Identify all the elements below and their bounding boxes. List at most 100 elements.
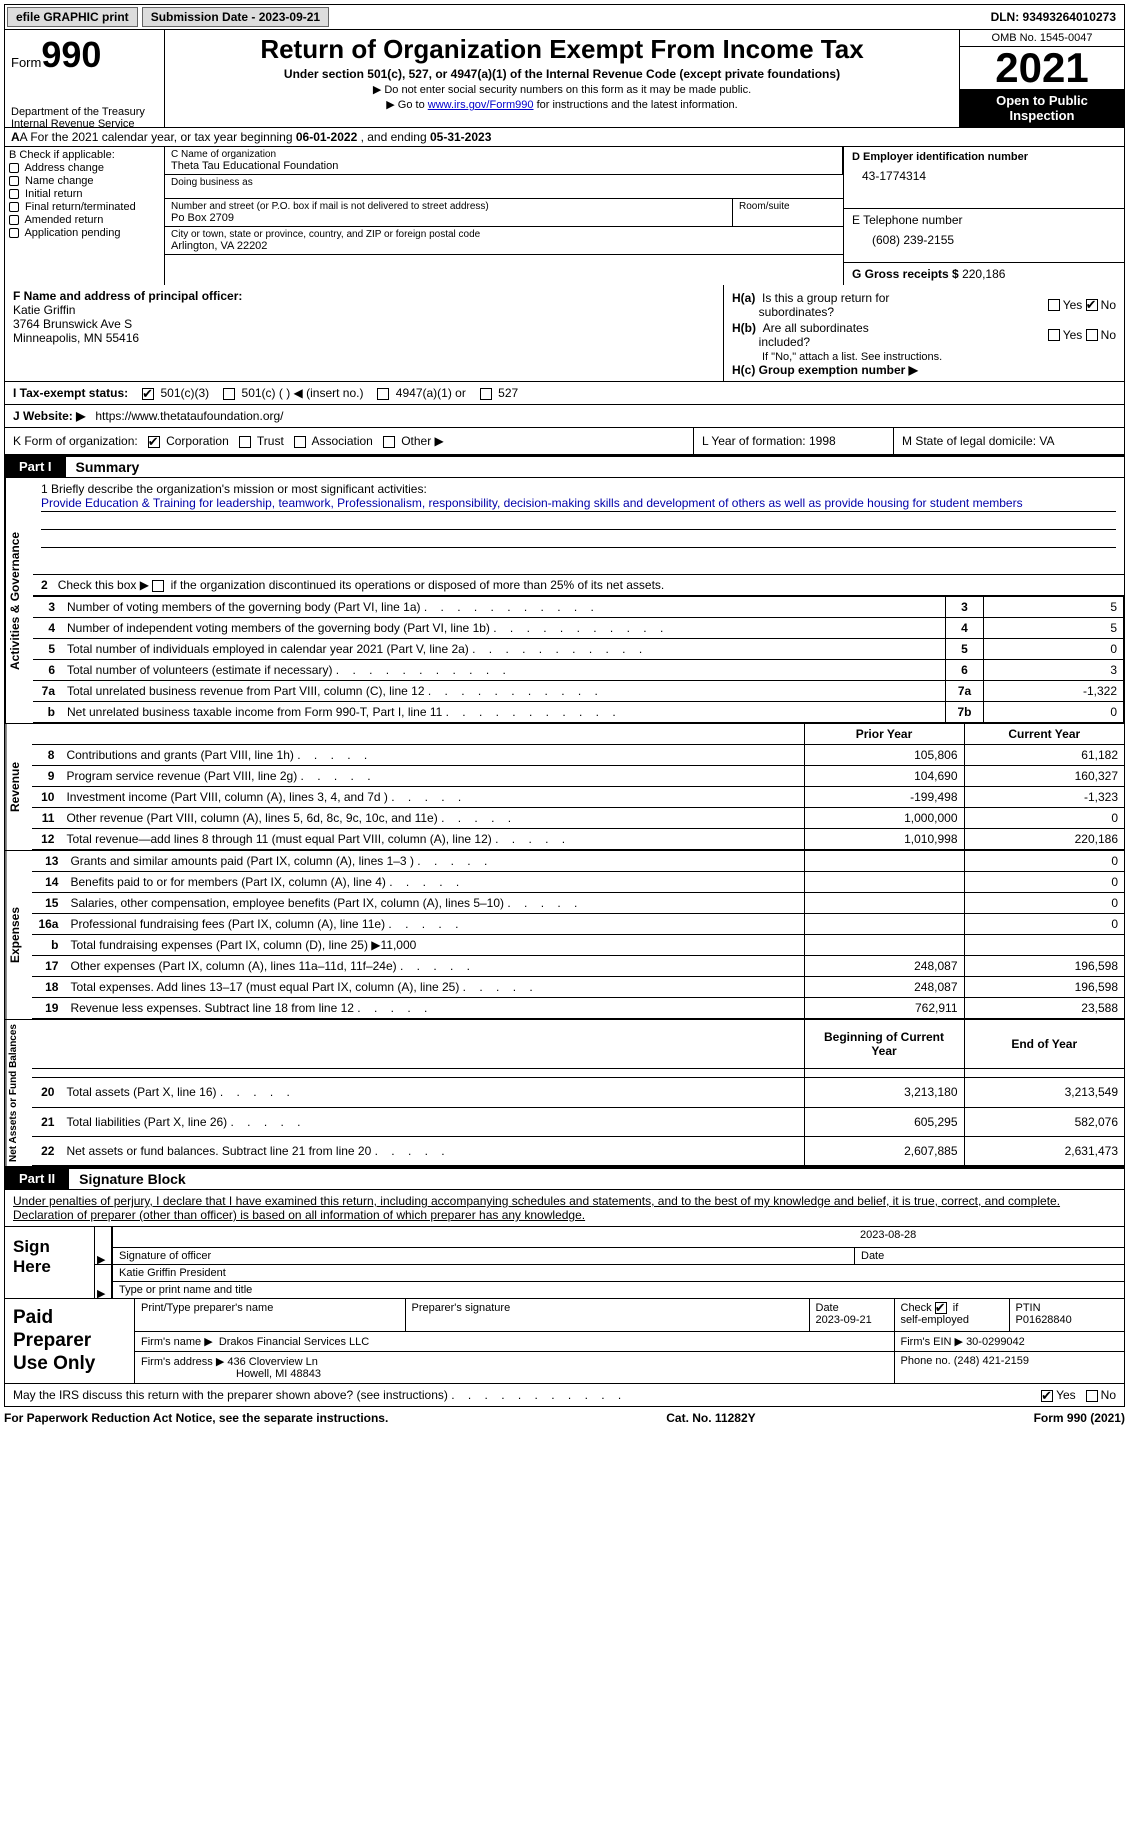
- no-label-2: No: [1101, 328, 1116, 342]
- prior-val: 762,911: [804, 998, 964, 1019]
- efile-button[interactable]: efile GRAPHIC print: [7, 7, 138, 27]
- colb-checkbox[interactable]: [9, 202, 19, 212]
- prior-val: [804, 872, 964, 893]
- line2-checkbox[interactable]: [152, 580, 164, 592]
- line-desc: Number of independent voting members of …: [61, 618, 946, 639]
- prior-val: 104,690: [804, 766, 964, 787]
- line-desc: Net assets or fund balances. Subtract li…: [60, 1136, 804, 1165]
- 527-checkbox[interactable]: [480, 388, 492, 400]
- line-desc: Investment income (Part VIII, column (A)…: [60, 787, 804, 808]
- header-right: OMB No. 1545-0047 2021 Open to Public In…: [959, 30, 1124, 127]
- submission-date-button[interactable]: Submission Date - 2023-09-21: [142, 7, 329, 27]
- prior-val: [804, 893, 964, 914]
- gross-label: G Gross receipts $: [852, 267, 959, 281]
- discuss-row: May the IRS discuss this return with the…: [4, 1384, 1125, 1407]
- part-1-num: Part I: [5, 456, 66, 477]
- line-desc: Benefits paid to or for members (Part IX…: [64, 872, 804, 893]
- vtab-revenue: Revenue: [5, 724, 32, 850]
- opt-corp: Corporation: [166, 434, 229, 448]
- ha-no-checkbox[interactable]: [1086, 299, 1098, 311]
- ptin-label: PTIN: [1016, 1302, 1041, 1314]
- 501c-checkbox[interactable]: [223, 388, 235, 400]
- 4947-checkbox[interactable]: [377, 388, 389, 400]
- line-num: 6: [33, 660, 61, 681]
- col-b-checkboxes: B Check if applicable: Address change Na…: [5, 147, 165, 285]
- city-value: Arlington, VA 22202: [171, 240, 837, 252]
- self-employed-checkbox[interactable]: [935, 1302, 947, 1314]
- expenses-table: 13 Grants and similar amounts paid (Part…: [32, 851, 1124, 1019]
- form-title: Return of Organization Exempt From Incom…: [169, 34, 955, 65]
- revenue-block: Revenue Prior Year Current Year8 Contrib…: [4, 724, 1125, 851]
- hb-no-checkbox[interactable]: [1086, 329, 1098, 341]
- line-desc: Contributions and grants (Part VIII, lin…: [60, 745, 804, 766]
- net-assets-table: Beginning of Current Year End of Year20 …: [32, 1020, 1124, 1166]
- curr-val: 0: [964, 851, 1124, 872]
- line-num: 14: [32, 872, 64, 893]
- prior-val: [804, 851, 964, 872]
- part-2-header: Part II Signature Block: [4, 1167, 1125, 1190]
- line-val: 5: [984, 597, 1124, 618]
- line-val: 0: [984, 702, 1124, 723]
- line-num: 11: [32, 808, 60, 829]
- addr-label: Number and street (or P.O. box if mail i…: [171, 201, 726, 212]
- line-num: 5: [33, 639, 61, 660]
- irs-link[interactable]: www.irs.gov/Form990: [428, 99, 534, 111]
- colb-checkbox[interactable]: [9, 176, 19, 186]
- city-cell: City or town, state or province, country…: [165, 227, 843, 255]
- line-val: -1,322: [984, 681, 1124, 702]
- prior-val: 248,087: [804, 977, 964, 998]
- colb-checkbox[interactable]: [9, 215, 19, 225]
- org-name-cell: C Name of organization Theta Tau Educati…: [165, 147, 843, 175]
- m-value: VA: [1039, 434, 1054, 448]
- colb-checkbox[interactable]: [9, 189, 19, 199]
- mission-text: Provide Education & Training for leaders…: [41, 496, 1116, 512]
- tax-year-begin: 06-01-2022: [296, 130, 357, 144]
- discuss-no-checkbox[interactable]: [1086, 1390, 1098, 1402]
- line-num: 13: [32, 851, 64, 872]
- l-label: L Year of formation:: [702, 434, 806, 448]
- other-checkbox[interactable]: [383, 436, 395, 448]
- discuss-yes: Yes: [1056, 1388, 1076, 1402]
- org-name: Theta Tau Educational Foundation: [171, 160, 836, 172]
- line-desc: Total expenses. Add lines 13–17 (must eq…: [64, 977, 804, 998]
- subtitle-2: ▶ Do not enter social security numbers o…: [169, 83, 955, 96]
- colb-checkbox[interactable]: [9, 163, 19, 173]
- colb-checkbox[interactable]: [9, 228, 19, 238]
- ptin-value: P01628840: [1016, 1314, 1072, 1326]
- curr-val: 0: [964, 808, 1124, 829]
- assoc-checkbox[interactable]: [294, 436, 306, 448]
- line-desc: Grants and similar amounts paid (Part IX…: [64, 851, 804, 872]
- hb-note: If "No," attach a list. See instructions…: [732, 351, 1116, 363]
- vtab-activities: Activities & Governance: [5, 478, 33, 723]
- line-2: 2 Check this box ▶ if the organization d…: [33, 575, 1124, 596]
- opt-other: Other ▶: [401, 434, 444, 448]
- 501c3-checkbox[interactable]: [142, 388, 154, 400]
- mission-block: 1 Briefly describe the organization's mi…: [33, 478, 1124, 575]
- header-left: Form990 Department of the Treasury Inter…: [5, 30, 165, 127]
- sig-date-label: Date: [854, 1247, 1124, 1264]
- corp-checkbox[interactable]: [148, 436, 160, 448]
- dba-cell: Doing business as: [165, 175, 843, 199]
- trust-checkbox[interactable]: [239, 436, 251, 448]
- firm-addr2: Howell, MI 48843: [141, 1368, 321, 1380]
- shade-cell: [804, 935, 964, 956]
- discuss-text: May the IRS discuss this return with the…: [13, 1388, 448, 1402]
- line-desc: Other expenses (Part IX, column (A), lin…: [64, 956, 804, 977]
- hb-yes-checkbox[interactable]: [1048, 329, 1060, 341]
- discuss-yes-checkbox[interactable]: [1041, 1390, 1053, 1402]
- line-num: 20: [32, 1078, 60, 1107]
- prior-val: 1,000,000: [804, 808, 964, 829]
- line-desc: Total revenue—add lines 8 through 11 (mu…: [60, 829, 804, 850]
- line-num: 16a: [32, 914, 64, 935]
- opt-501c: 501(c) ( ) ◀ (insert no.): [242, 386, 364, 400]
- goto-post: for instructions and the latest informat…: [534, 99, 738, 111]
- signature-declaration: Under penalties of perjury, I declare th…: [4, 1190, 1125, 1227]
- opt-assoc: Association: [311, 434, 372, 448]
- line-num: 12: [32, 829, 60, 850]
- activities-table: 3 Number of voting members of the govern…: [33, 596, 1124, 723]
- line-num: 15: [32, 893, 64, 914]
- prior-val: [804, 914, 964, 935]
- addr-value: Po Box 2709: [171, 212, 726, 224]
- row-a-pre: A For the 2021 calendar year, or tax yea…: [20, 130, 296, 144]
- ha-yes-checkbox[interactable]: [1048, 299, 1060, 311]
